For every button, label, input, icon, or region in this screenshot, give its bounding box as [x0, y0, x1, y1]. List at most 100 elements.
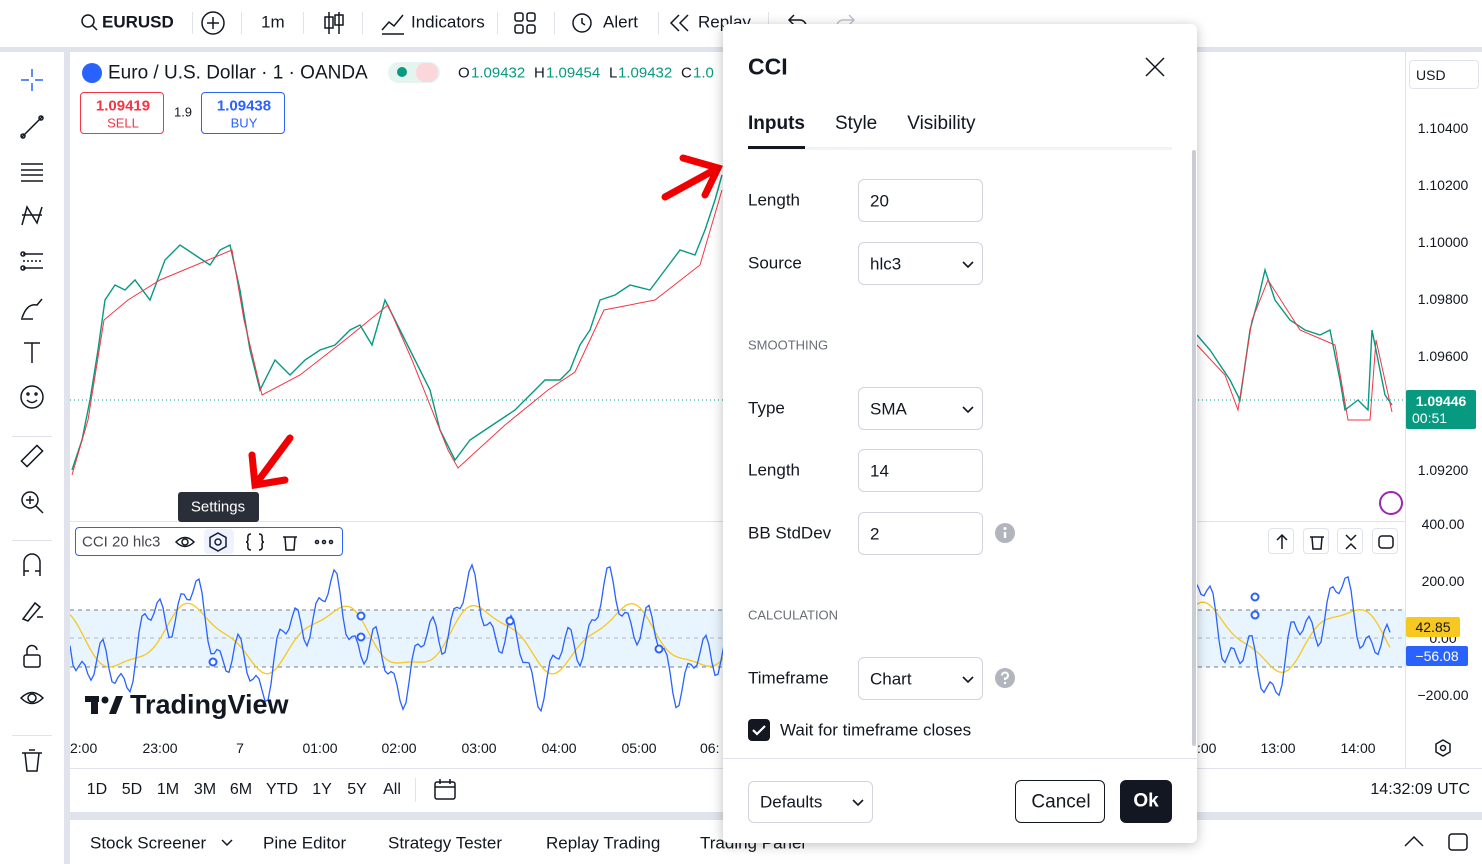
info-icon[interactable] — [995, 523, 1015, 543]
checkbox[interactable] — [748, 719, 770, 741]
panel-tab[interactable]: Stock Screener — [90, 833, 207, 853]
pane-button[interactable] — [1303, 528, 1329, 554]
screener-menu[interactable] — [219, 836, 235, 850]
tooltip-text: Settings — [190, 498, 246, 516]
cancel-button[interactable]: Cancel — [1015, 780, 1105, 823]
cci-marker — [1250, 592, 1260, 602]
drawing-tool[interactable] — [19, 203, 45, 229]
drawing-tool[interactable] — [19, 114, 45, 140]
range-button[interactable]: YTD — [266, 781, 298, 798]
time-tick-label: 05:00 — [621, 740, 657, 756]
drawing-tool[interactable] — [19, 249, 45, 275]
ok-label: Ok — [1133, 790, 1159, 812]
select-field[interactable]: SMA — [858, 387, 983, 430]
ma-value: 42.85 — [1415, 619, 1451, 635]
drawing-tool[interactable] — [19, 339, 45, 365]
range-button[interactable]: 1M — [156, 781, 180, 798]
interval[interactable]: 1m — [261, 12, 285, 32]
panel-tab[interactable]: Replay Trading — [546, 833, 661, 853]
time-tick-label: 04:00 — [541, 740, 577, 756]
symbol-title: Euro / U.S. Dollar · 1 · OANDA — [108, 62, 368, 84]
drawing-tool[interactable] — [19, 384, 45, 410]
tab[interactable]: Visibility — [907, 113, 976, 134]
drawing-tool[interactable] — [19, 159, 45, 185]
range-button[interactable]: 5Y — [347, 781, 367, 798]
input-field[interactable]: 2 — [858, 512, 983, 555]
field-label: Length — [748, 190, 800, 210]
left-toolbar — [0, 52, 64, 864]
delete-button[interactable] — [280, 532, 300, 552]
hide-button[interactable] — [174, 532, 196, 552]
range-button[interactable]: 6M — [229, 781, 253, 798]
drawing-tool[interactable] — [19, 643, 45, 669]
clock[interactable]: 14:32:09 UTC — [1370, 781, 1470, 798]
maximize-panel[interactable] — [1446, 830, 1470, 854]
range-button[interactable]: 1D — [86, 781, 108, 798]
drawing-tool[interactable] — [19, 685, 45, 711]
settings-button[interactable] — [207, 531, 229, 553]
field-label: BB StdDev — [748, 523, 832, 543]
collapse-panel[interactable] — [1402, 832, 1426, 852]
pane-button[interactable] — [1268, 528, 1294, 554]
section-heading: CALCULATION — [748, 607, 839, 623]
indicators-icon[interactable] — [380, 10, 406, 36]
range-button[interactable]: 5D — [121, 781, 143, 798]
pane-button[interactable] — [1372, 528, 1398, 554]
drawing-tool[interactable] — [19, 552, 45, 578]
field-value: hlc3 — [870, 254, 902, 274]
panel-tab[interactable]: Pine Editor — [263, 833, 347, 853]
drawing-tool[interactable] — [19, 67, 45, 93]
ok-button[interactable]: Ok — [1120, 780, 1172, 823]
field-value: Chart — [870, 669, 912, 689]
range-separator — [415, 778, 416, 802]
range-button[interactable]: All — [383, 781, 401, 798]
countdown: 00:51 — [1412, 410, 1448, 426]
alert-button[interactable]: Alert — [603, 12, 638, 32]
cancel-label: Cancel — [1031, 791, 1091, 813]
input-field[interactable]: 14 — [858, 449, 983, 492]
close-button[interactable] — [1143, 55, 1167, 79]
lightning-button[interactable] — [1379, 491, 1403, 515]
defaults-select[interactable]: Defaults — [748, 781, 873, 823]
tab[interactable]: Style — [835, 113, 878, 134]
cci-marker — [356, 611, 366, 621]
panel-tab[interactable]: Strategy Tester — [388, 833, 503, 853]
scale-settings[interactable] — [1433, 738, 1453, 758]
replay-icon[interactable] — [668, 12, 692, 34]
goto-date[interactable] — [432, 777, 458, 803]
tab[interactable]: Inputs — [748, 113, 805, 149]
symbol-search[interactable]: EURUSD — [102, 12, 174, 32]
ohlc-label: C — [681, 64, 692, 82]
pane-button[interactable] — [1337, 528, 1363, 554]
price-tick-label: 1.10000 — [1417, 234, 1469, 250]
select-field[interactable]: hlc3 — [858, 242, 983, 285]
drawing-tool[interactable] — [19, 597, 45, 623]
range-button[interactable]: 1Y — [312, 781, 332, 798]
indicators-button[interactable]: Indicators — [411, 12, 485, 32]
range-button[interactable]: 3M — [193, 781, 217, 798]
cci-marker — [654, 644, 664, 654]
more-button[interactable] — [313, 534, 335, 550]
price-tick-label: 1.09800 — [1417, 291, 1469, 307]
help-icon[interactable] — [995, 668, 1015, 688]
buy-button[interactable]: 1.09438 BUY — [201, 92, 285, 134]
buy-price: 1.09438 — [216, 97, 272, 115]
status-delay — [416, 63, 438, 82]
sell-button[interactable]: 1.09419 SELL — [80, 92, 164, 134]
drawing-tool[interactable] — [19, 443, 45, 469]
time-tick-label: 14:00 — [1340, 740, 1376, 756]
ohlc-value: 1.09432 — [471, 64, 526, 82]
drawing-tool[interactable] — [19, 489, 45, 515]
source-button[interactable] — [244, 532, 266, 552]
chart-type[interactable] — [323, 10, 345, 36]
input-field[interactable]: 20 — [858, 179, 983, 222]
add-symbol[interactable] — [200, 10, 226, 36]
drawing-tool[interactable] — [19, 747, 45, 773]
alert-icon[interactable] — [570, 10, 598, 36]
select-field[interactable]: Chart — [858, 657, 983, 700]
currency-select[interactable]: USD — [1409, 60, 1479, 89]
layouts[interactable] — [513, 11, 537, 35]
drawing-tool[interactable] — [19, 295, 45, 321]
search-icon[interactable] — [80, 13, 98, 31]
